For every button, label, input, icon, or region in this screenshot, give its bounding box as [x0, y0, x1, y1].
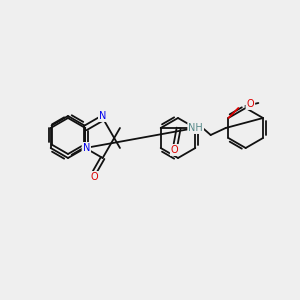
Text: O: O: [171, 145, 178, 155]
Text: N: N: [82, 143, 90, 153]
Text: O: O: [247, 99, 254, 109]
Text: O: O: [91, 172, 98, 182]
Text: N: N: [99, 111, 106, 121]
Text: NH: NH: [188, 123, 203, 133]
